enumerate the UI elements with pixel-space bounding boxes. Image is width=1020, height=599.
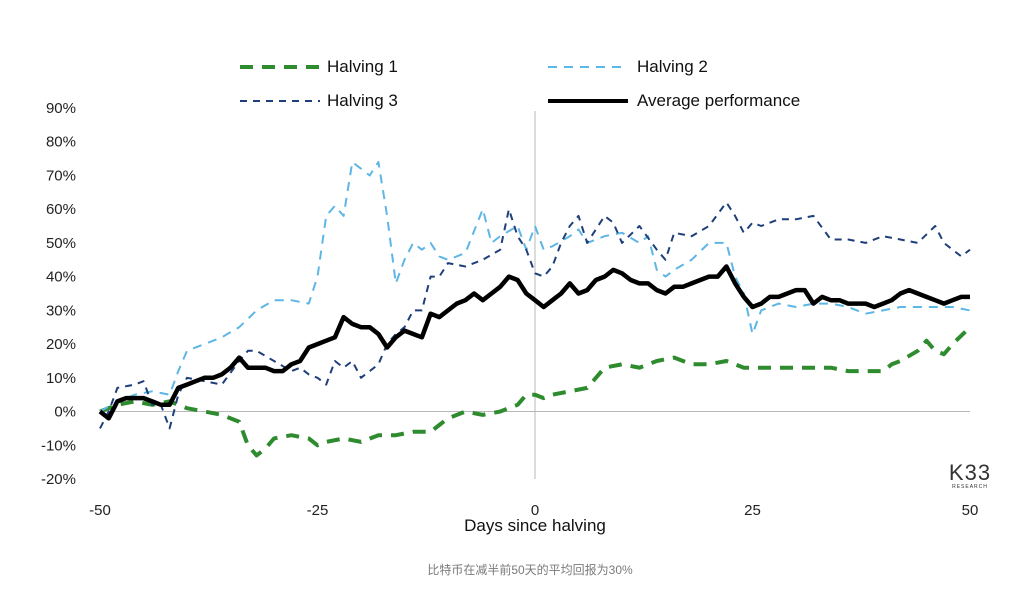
legend-label-average: Average performance xyxy=(637,91,800,110)
x-tick-label: 25 xyxy=(744,502,761,519)
y-tick-label: 20% xyxy=(46,336,76,353)
y-tick-label: -10% xyxy=(41,437,76,454)
axes xyxy=(100,111,970,479)
series-line-halving-2 xyxy=(99,161,971,413)
y-tick-label: 90% xyxy=(46,100,76,117)
y-tick-label: 0% xyxy=(54,404,76,421)
series-group xyxy=(98,161,972,458)
x-tick-label: -25 xyxy=(307,502,329,519)
legend-label-halving-1: Halving 1 xyxy=(327,57,398,76)
legend-item-average: Average performance xyxy=(548,91,800,110)
legend-label-halving-3: Halving 3 xyxy=(327,91,398,110)
y-tick-label: 10% xyxy=(46,370,76,387)
legend-item-halving-1: Halving 1 xyxy=(240,57,398,76)
y-tick-label: 70% xyxy=(46,167,76,184)
brand-subtitle: RESEARCH xyxy=(952,484,988,490)
legend-label-halving-2: Halving 2 xyxy=(637,57,708,76)
series-line-average-performance xyxy=(98,264,970,421)
y-tick-label: 40% xyxy=(46,269,76,286)
y-tick-label: 30% xyxy=(46,302,76,319)
y-tick-label: 50% xyxy=(46,235,76,252)
tick-labels: -20% -10% 0% 10% 20% 30% 40% 50% 60% 70% 80% 90% -50… xyxy=(41,100,978,519)
caption: 比特币在减半前50天的平均回报为30% xyxy=(427,562,633,577)
x-tick-label: 50 xyxy=(962,502,979,519)
x-axis-label: Days since halving xyxy=(464,516,606,535)
brand-name: K33 xyxy=(949,460,991,485)
series-line-halving-3 xyxy=(99,201,971,430)
x-tick-label: 0 xyxy=(531,502,539,519)
x-tick-label: -50 xyxy=(89,502,111,519)
y-tick-label: 60% xyxy=(46,201,76,218)
brand-logo: K33 RESEARCH xyxy=(949,460,991,490)
legend-item-halving-3: Halving 3 xyxy=(240,91,398,110)
series-line-halving-1 xyxy=(99,325,972,458)
y-tick-label: -20% xyxy=(41,471,76,488)
legend-item-halving-2: Halving 2 xyxy=(548,57,708,76)
y-tick-label: 80% xyxy=(46,134,76,151)
legend: Halving 1 Halving 2 Halving 3 Average pe… xyxy=(240,57,800,110)
